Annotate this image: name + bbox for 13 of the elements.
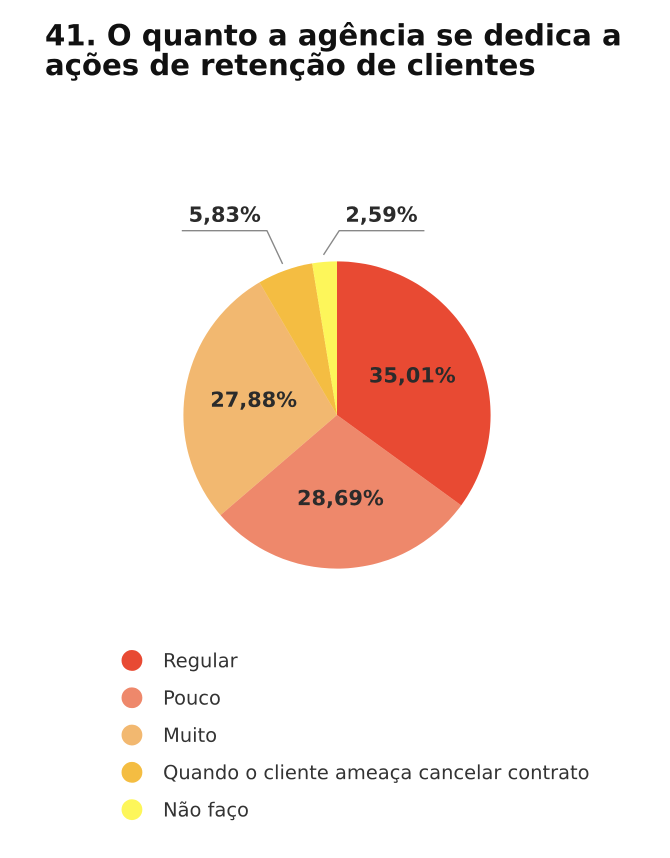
legend-label: Regular — [164, 652, 238, 672]
pie-slice — [220, 415, 462, 569]
data-label: 27,88% — [212, 391, 296, 410]
legend-label: Pouco — [164, 690, 220, 705]
data-label: 2,59% — [347, 206, 417, 225]
pie-slice — [312, 261, 337, 415]
data-label: 35,01% — [370, 366, 456, 386]
data-label: 28,69% — [298, 490, 384, 508]
legend-label: Quando o cliente ameaça cancelar contrato — [164, 764, 588, 783]
chart-title: 41. O quanto a agência se dedica a ações de retenção de clientes — [46, 22, 620, 81]
data-label: 5,83% — [190, 206, 260, 225]
legend-label: Muito — [164, 727, 216, 742]
legend-label: Não faço — [164, 801, 248, 820]
